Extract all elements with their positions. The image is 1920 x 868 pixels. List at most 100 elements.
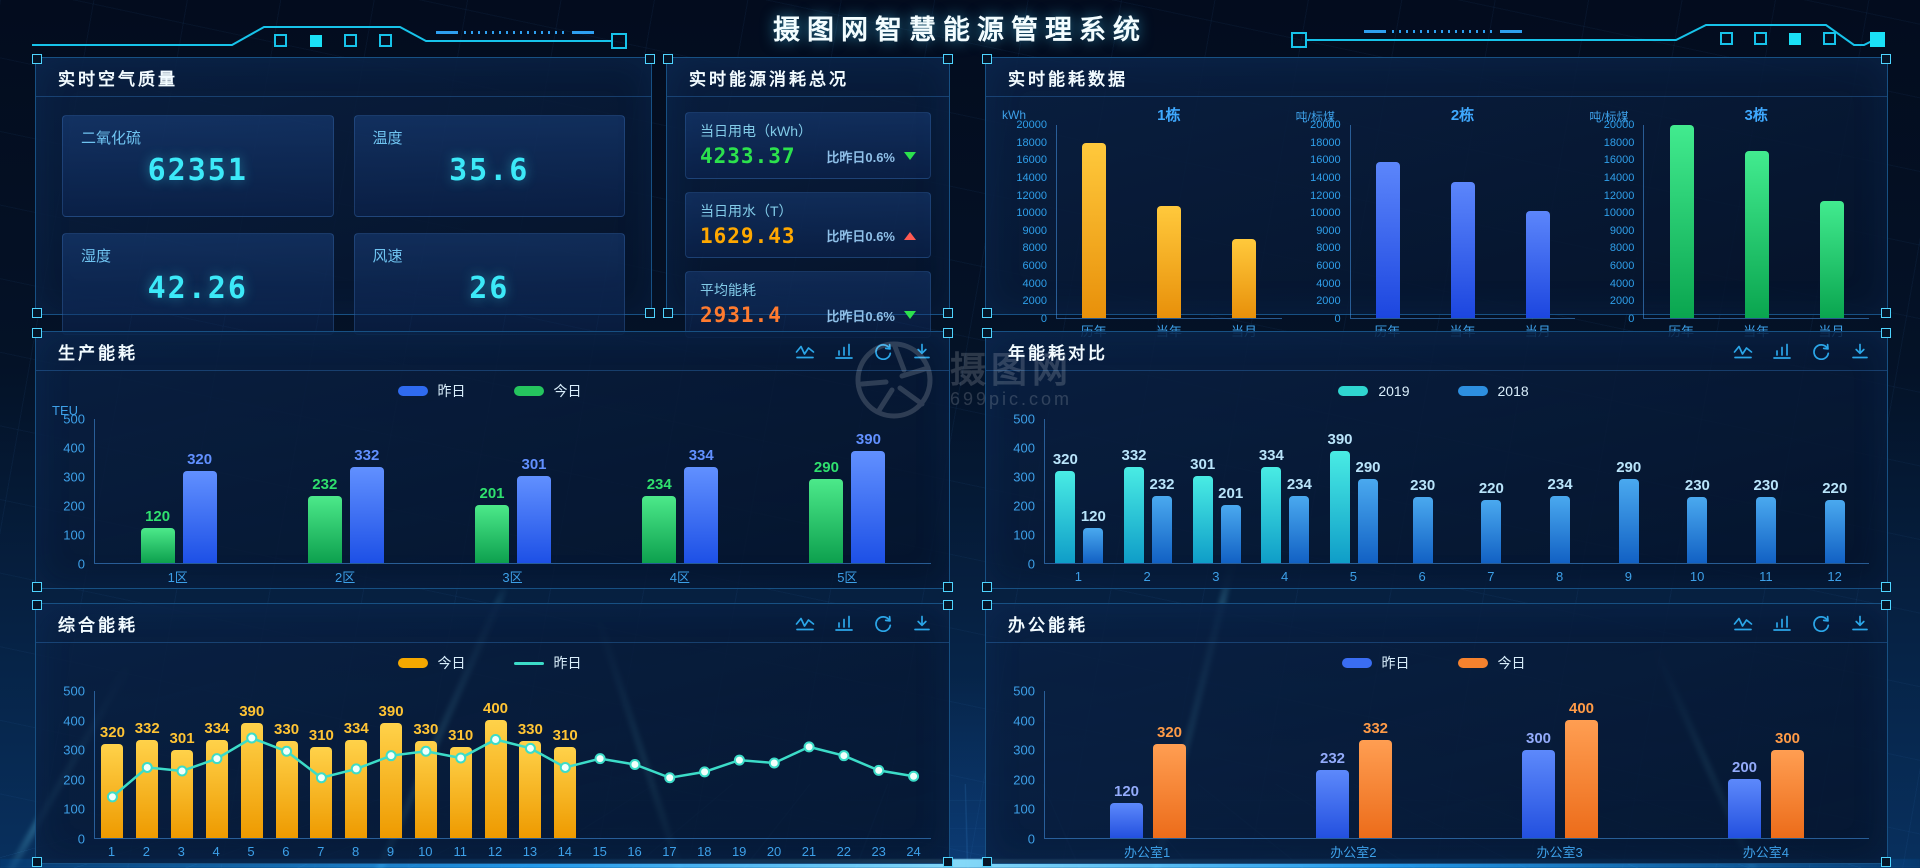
x-axis-label: 2区: [334, 569, 356, 585]
bar-2018: 230: [1685, 477, 1710, 563]
bar-chart-icon[interactable]: [833, 614, 855, 632]
download-icon[interactable]: [911, 614, 933, 632]
bar-今日: 290: [809, 459, 844, 563]
bar-value-label: 334: [1258, 446, 1284, 464]
legend-label: 今日: [1497, 655, 1526, 671]
legend-item-今日[interactable]: 今日: [1457, 653, 1526, 673]
refresh-icon[interactable]: [872, 342, 894, 361]
y-axis-tick: 18000: [1016, 136, 1047, 149]
y-axis-tick: 100: [1013, 527, 1035, 543]
bar-昨日: 200: [1728, 759, 1761, 838]
bar: [1157, 205, 1182, 318]
x-axis-label: 办公室4: [1742, 844, 1789, 860]
legend-item-昨日[interactable]: 昨日: [513, 653, 582, 673]
x-axis-label: 11: [1759, 568, 1773, 584]
bar: [1669, 125, 1694, 318]
bar-value-label: 400: [483, 700, 509, 718]
y-axis-tick: 2000: [1609, 295, 1635, 308]
x-axis-label: 5: [247, 843, 255, 859]
y-axis-unit: 吨/标煤: [1589, 110, 1629, 124]
bar-今日: 390: [379, 703, 404, 838]
legend-bar-swatch: [1457, 658, 1488, 668]
bar-value-label: 232: [1149, 476, 1175, 494]
download-icon[interactable]: [1849, 614, 1871, 632]
bar-2019: 334: [1259, 447, 1284, 563]
y-axis-tick: 2000: [1022, 295, 1047, 308]
bar-昨日: 120: [1110, 783, 1143, 838]
line-chart-icon[interactable]: [1732, 614, 1754, 632]
x-axis-label: 2: [142, 843, 150, 859]
bar-chart-icon[interactable]: [1771, 342, 1793, 360]
y-axis: 0 100 200 300 400 500: [48, 684, 94, 847]
bar-group: 230: [1732, 419, 1801, 563]
bar-今日: 310: [309, 727, 334, 838]
metric-value: 42.26: [147, 271, 248, 306]
refresh-icon[interactable]: [1810, 342, 1832, 361]
panel-title: 实时空气质量: [58, 69, 178, 89]
bar-group: 334: [339, 691, 374, 838]
bar-value-label: 230: [1684, 476, 1710, 494]
download-icon[interactable]: [911, 342, 933, 360]
metric-card: 平均能耗 2931.4 比昨日0.6%: [685, 271, 931, 339]
y-axis-tick: 400: [1013, 713, 1035, 729]
bar-2019: 390: [1328, 431, 1353, 563]
legend-item-昨日[interactable]: 昨日: [1341, 653, 1410, 673]
legend-item-2019[interactable]: 2019: [1338, 383, 1410, 399]
bar-group: 320: [95, 691, 130, 838]
mini-chart-title: 3栋: [1744, 107, 1768, 124]
bar-value-label: 232: [1319, 749, 1346, 767]
y-axis-tick: 100: [63, 527, 85, 543]
bar-昨日: 300: [1522, 730, 1555, 838]
bar: [1376, 161, 1401, 318]
bar-今日: 310: [448, 727, 473, 838]
y-axis: 0 2000 4000 6000 8000 9000 10000 12000 14000 1600…: [1587, 119, 1643, 325]
y-axis-tick: 200: [1013, 772, 1035, 788]
bar-group: [687, 691, 722, 838]
bar-group: 390: [234, 691, 269, 838]
refresh-icon[interactable]: [872, 614, 894, 633]
refresh-icon[interactable]: [1810, 614, 1832, 633]
bar-value-label: 310: [308, 726, 334, 744]
x-axis-label: 10: [418, 843, 433, 859]
y-axis-tick: 200: [1013, 498, 1035, 514]
legend-item-今日[interactable]: 今日: [397, 653, 466, 673]
y-axis-tick: 12000: [1310, 189, 1341, 202]
y-axis-tick: 500: [1013, 683, 1035, 699]
line-chart-icon[interactable]: [794, 342, 816, 360]
x-axis-label: 21: [801, 843, 817, 859]
x-axis-label: 办公室2: [1330, 844, 1377, 860]
bar-chart-icon[interactable]: [1771, 614, 1793, 632]
bar-今日: 201: [475, 485, 509, 563]
legend-item-今日[interactable]: 今日: [513, 381, 582, 401]
legend-label: 2019: [1378, 383, 1410, 399]
bar-group: 330: [513, 691, 548, 838]
metric-value: 1629.43: [700, 223, 796, 248]
bar-value-label: 310: [448, 726, 474, 744]
line-chart-icon[interactable]: [794, 614, 816, 632]
bar-value-label: 300: [1774, 729, 1801, 747]
legend-item-2018[interactable]: 2018: [1457, 383, 1529, 399]
plot-area: 320 332 301 334 390 330 310 334 390 330 310 400 330 3…: [94, 691, 931, 839]
legend-item-昨日[interactable]: 昨日: [397, 381, 466, 401]
line-chart-icon[interactable]: [1732, 342, 1754, 360]
bar-chart-icon[interactable]: [833, 342, 855, 360]
bar-今日: 334: [204, 720, 229, 838]
building-chart-2栋: 吨/标煤 2栋 0 2000 4000 6000 8000 9000 10000 12000 140…: [1294, 101, 1576, 341]
x-axis-label: 4区: [669, 569, 691, 585]
y-axis: 0 100 200 300 400 500: [998, 412, 1044, 572]
bar-2018: 220: [1822, 480, 1847, 563]
bar-昨日: 301: [517, 456, 551, 563]
x-axis-label: 3: [1212, 568, 1220, 584]
download-icon[interactable]: [1849, 342, 1871, 360]
x-axis-label: 16: [627, 843, 642, 859]
panel-realtime-energy: 实时能耗数据 kWh 1栋 0 2000 4000 6000 8000 9000 10000 12…: [982, 54, 1891, 339]
panel-air-quality: 实时空气质量 二氧化硫 62351 温度 35.6 湿度 42.26 风速 26: [32, 54, 655, 335]
x-axis: 1 2 3 4 5 6 7 8 9 10 11 12 13 14 15 16 17 18 19 20 21 22 23 24: [94, 839, 931, 863]
chart-body: 0 100 200 300 400 500 320 120 332 232 301 201 334 234…: [998, 412, 1869, 572]
y-axis-tick: 14000: [1016, 171, 1047, 184]
bar-value-label: 290: [813, 459, 839, 477]
x-axis-label: 4: [212, 843, 220, 859]
bar-value-label: 330: [413, 720, 439, 738]
x-axis-label: 7: [1487, 568, 1495, 584]
building-chart-3栋: 吨/标煤 3栋 0 2000 4000 6000 8000 9000 10000 12000 140…: [1587, 101, 1870, 341]
